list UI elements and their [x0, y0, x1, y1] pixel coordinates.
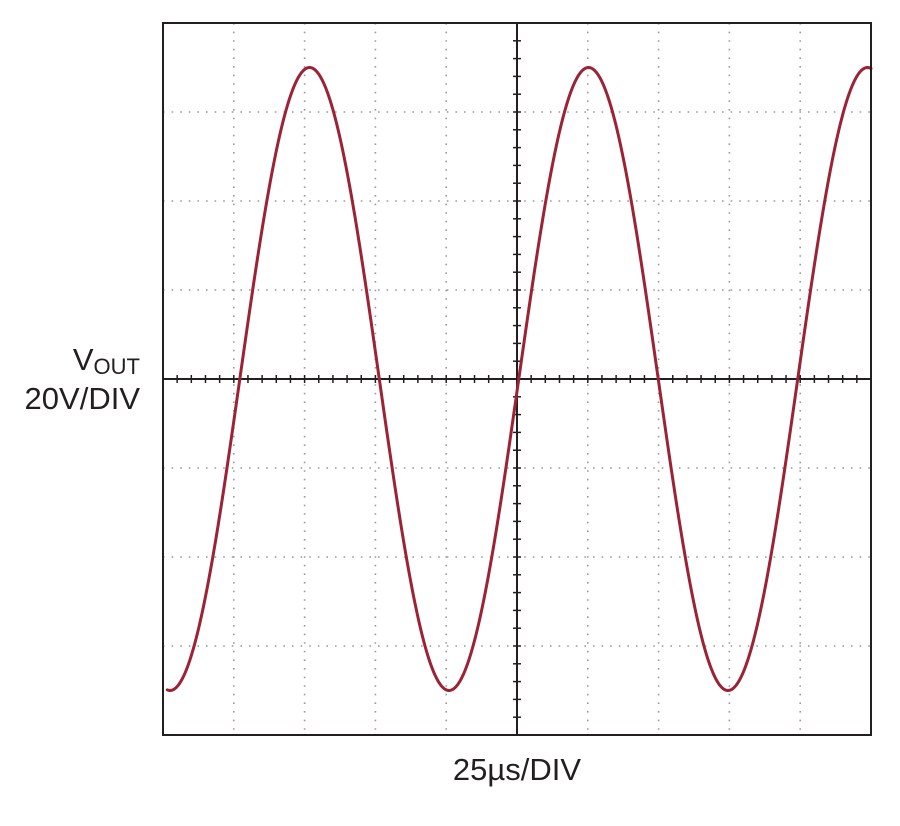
vout-trace [165, 66, 873, 692]
plot-frame [162, 22, 872, 736]
x-axis-scale: 25µs/DIV [452, 752, 582, 787]
y-axis-label: VOUT 20V/DIV [25, 342, 140, 417]
y-axis-scale: 20V/DIV [24, 381, 140, 416]
y-axis-label-subscript: OUT [93, 354, 140, 379]
y-axis-label-main: V [72, 342, 94, 377]
center-axes [163, 23, 871, 735]
